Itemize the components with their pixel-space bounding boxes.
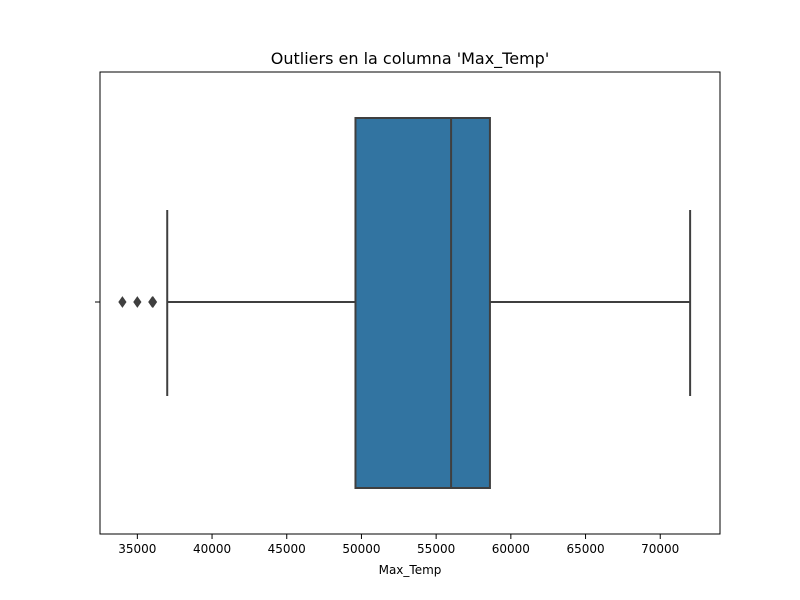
outlier-point — [118, 296, 127, 308]
chart-title: Outliers en la columna 'Max_Temp' — [271, 49, 549, 69]
outlier-point — [148, 296, 158, 308]
x-tick-label: 55000 — [417, 542, 455, 556]
x-tick-label: 45000 — [268, 542, 306, 556]
iqr-box — [354, 117, 491, 489]
x-axis-label: Max_Temp — [379, 563, 442, 577]
x-tick-label: 50000 — [342, 542, 380, 556]
x-tick-label: 60000 — [492, 542, 530, 556]
plot-area — [99, 71, 721, 535]
x-tick-label: 65000 — [566, 542, 604, 556]
x-tick-label: 40000 — [193, 542, 231, 556]
x-axis: 35000 40000 45000 50000 55000 60000 65000 70000 — [95, 301, 679, 556]
outlier-point — [133, 296, 142, 308]
x-tick-label: 35000 — [118, 542, 156, 556]
axes-frame — [99, 71, 721, 535]
x-tick-label: 70000 — [641, 542, 679, 556]
